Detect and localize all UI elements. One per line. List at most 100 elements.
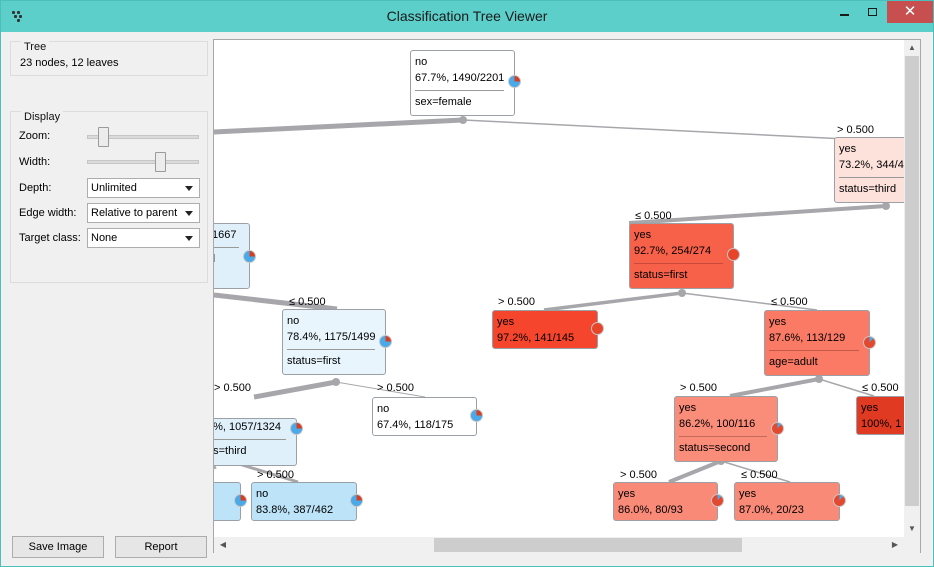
- node-class: yes: [839, 143, 857, 155]
- node-class: no: [256, 488, 269, 500]
- edge-label: > 0.500: [498, 296, 536, 308]
- width-slider[interactable]: [87, 152, 199, 172]
- distribution-pie-icon: [833, 494, 846, 507]
- node-split: status=second: [679, 442, 751, 454]
- maximize-icon: [868, 8, 877, 16]
- width-slider-handle[interactable]: [155, 152, 166, 172]
- depth-select[interactable]: Unlimited: [87, 178, 200, 198]
- node-split: status=first: [287, 355, 341, 367]
- node-separator: [287, 349, 375, 350]
- node-split: sex=female: [415, 96, 472, 108]
- node-class: yes: [739, 488, 757, 500]
- vertical-scrollbar[interactable]: ▲ ▼: [904, 40, 920, 537]
- tree-node-leaf-67[interactable]: no 67.4%, 118/175: [372, 397, 483, 436]
- tree-node-first-leaf[interactable]: yes 97.2%, 141/145: [492, 310, 604, 349]
- split-dot: [332, 378, 340, 386]
- node-stat: 86.0%, 80/93: [618, 504, 683, 516]
- edge-label: > 0.500: [257, 469, 295, 481]
- zoom-slider-handle[interactable]: [98, 127, 109, 147]
- edge-child-leaf: [818, 378, 875, 397]
- horizontal-scrollbar[interactable]: ◀ ▶: [214, 537, 904, 553]
- edge-width-select[interactable]: Relative to parent: [87, 203, 200, 223]
- scroll-up-icon[interactable]: ▲: [908, 43, 916, 52]
- scroll-corner: [904, 537, 920, 553]
- tree-node-partial-leaf[interactable]: [214, 482, 247, 521]
- tree-edges: [214, 116, 890, 484]
- node-separator: [769, 350, 859, 351]
- tree-node-female-nothird[interactable]: yes 92.7%, 254/274 status=first: [629, 223, 740, 289]
- zoom-label: Zoom:: [19, 130, 51, 142]
- edge-width-label: Edge width:: [19, 207, 77, 219]
- edge-label: ≤ 0.500: [635, 210, 672, 222]
- tree-node-left[interactable]: /1667 d: [214, 223, 256, 289]
- edge-label: > 0.500: [837, 124, 875, 136]
- tree-node-third-partial[interactable]: 3%, 1057/1324 us=third: [213, 418, 303, 466]
- node-separator: [634, 263, 723, 264]
- distribution-pie-icon: [727, 248, 740, 261]
- scroll-down-icon[interactable]: ▼: [908, 524, 916, 533]
- edge-nofirst-67: [335, 381, 426, 398]
- edge-male-nothird: [628, 204, 887, 225]
- tree-node-leaf-87[interactable]: yes 87.0%, 20/23: [734, 482, 846, 521]
- tree-node-leaf-86[interactable]: yes 86.0%, 80/93: [613, 482, 724, 521]
- node-stat: 100%, 1: [861, 418, 902, 430]
- edge-leaf-86: [668, 459, 722, 484]
- node-stat: 97.2%, 141/145: [497, 332, 575, 344]
- node-split: us=third: [213, 445, 247, 457]
- edge-label: ≤ 0.500: [289, 296, 326, 308]
- edge-label: > 0.500: [620, 469, 658, 481]
- node-stat: 78.4%, 1175/1499: [287, 331, 376, 343]
- edge-adult-second: [729, 377, 820, 398]
- tree-node-root[interactable]: no 67.7%, 1490/2201 sex=female: [410, 50, 521, 116]
- chevron-down-icon: [185, 236, 193, 241]
- edge-width-select-value: Relative to parent: [91, 207, 178, 219]
- node-class: yes: [618, 488, 636, 500]
- edge-label: > 0.500: [377, 382, 415, 394]
- split-dot: [882, 202, 890, 210]
- node-class: yes: [769, 316, 787, 328]
- tree-info: 23 nodes, 12 leaves: [20, 57, 119, 69]
- display-group-title: Display: [21, 111, 64, 123]
- edge-root-left: [214, 117, 464, 135]
- distribution-pie-icon: [290, 422, 303, 435]
- node-class: yes: [861, 402, 879, 414]
- window-title: Classification Tree Viewer: [386, 8, 548, 24]
- scroll-right-icon[interactable]: ▶: [891, 540, 899, 549]
- tree-node-no-first[interactable]: no 78.4%, 1175/1499 status=first: [282, 309, 392, 375]
- edge-nofirst-third: [253, 379, 337, 400]
- distribution-pie-icon: [243, 250, 256, 263]
- node-split: d: [214, 251, 245, 267]
- split-dot: [678, 289, 686, 297]
- zoom-slider[interactable]: [87, 127, 199, 147]
- node-split: status=third: [839, 183, 897, 195]
- tree-canvas[interactable]: > 0.500 ≤ 0.500 ≤ 0.500 > 0.500 ≤ 0.500 …: [213, 39, 921, 553]
- edge-label: > 0.500: [680, 382, 718, 394]
- horizontal-scroll-thumb[interactable]: [434, 538, 742, 552]
- minimize-icon: [840, 14, 849, 16]
- minimize-button[interactable]: [831, 1, 859, 23]
- distribution-pie-icon: [234, 494, 247, 507]
- node-split: age=adult: [769, 356, 818, 368]
- tree-node-second-adult[interactable]: yes 87.6%, 113/129 age=adult: [764, 310, 876, 376]
- node-stat: 87.0%, 20/23: [739, 504, 804, 516]
- width-slider-track: [87, 160, 199, 164]
- close-button[interactable]: ✕: [887, 1, 933, 23]
- report-button[interactable]: Report: [115, 536, 207, 558]
- app-icon: [11, 10, 25, 24]
- node-stat: 87.6%, 113/129: [769, 332, 846, 344]
- scroll-left-icon[interactable]: ◀: [219, 540, 227, 549]
- maximize-button[interactable]: [859, 1, 887, 23]
- save-image-button[interactable]: Save Image: [12, 536, 104, 558]
- vertical-scroll-thumb[interactable]: [905, 56, 919, 506]
- node-class: yes: [634, 229, 652, 241]
- target-class-select[interactable]: None: [87, 228, 200, 248]
- node-stat: 67.7%, 1490/2201: [415, 72, 505, 84]
- node-separator: [415, 90, 504, 91]
- split-dot: [815, 375, 823, 383]
- depth-select-value: Unlimited: [91, 182, 137, 194]
- tree-node-leaf-83[interactable]: no 83.8%, 387/462: [251, 482, 363, 521]
- tree-node-adult-second[interactable]: yes 86.2%, 100/116 status=second: [674, 396, 784, 462]
- split-dot: [459, 116, 467, 124]
- edge-label: ≤ 0.500: [771, 296, 808, 308]
